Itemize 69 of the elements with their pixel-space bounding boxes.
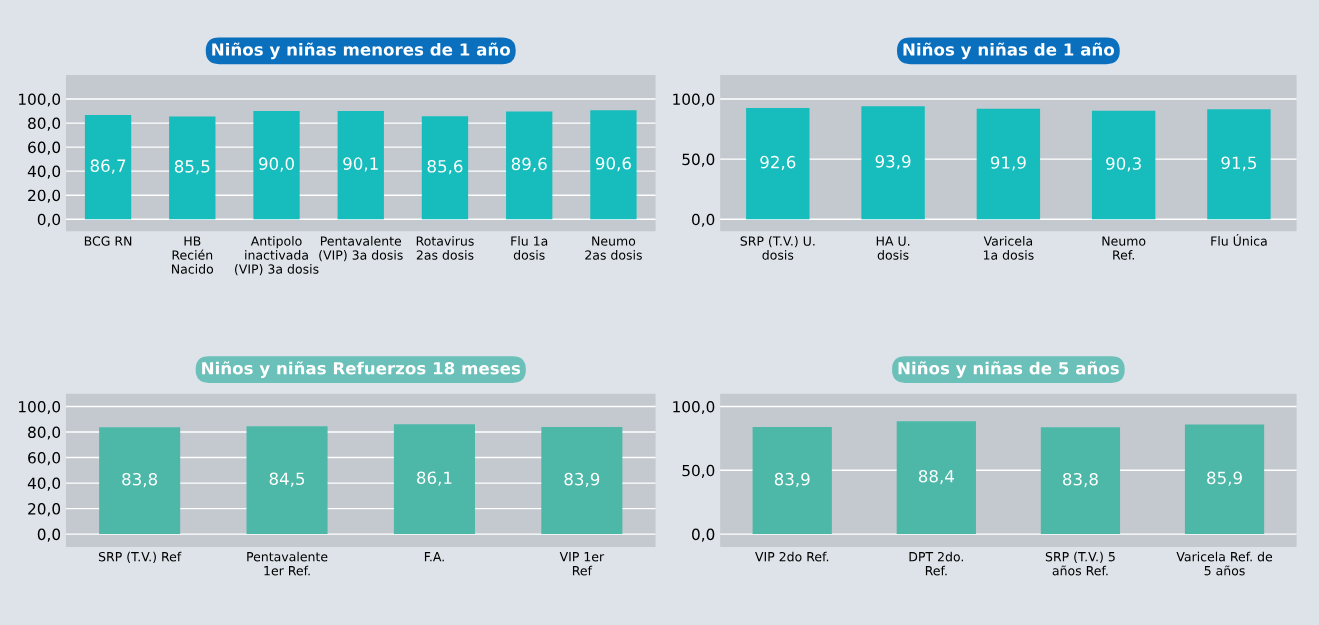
y-tick-label: 60,0 — [28, 141, 61, 155]
y-tick-label: 40,0 — [27, 165, 61, 179]
y-tick-label: 0,0 — [37, 213, 61, 227]
data-label: 85,9 — [1207, 471, 1242, 486]
data-label: 85,6 — [427, 160, 463, 175]
x-tick-label: VIP 1er Ref — [559, 552, 605, 576]
y-tick-label: 0,0 — [37, 528, 61, 542]
y-tick-label: 0,0 — [692, 528, 715, 542]
chart-title: Niños y niñas Refuerzos 18 meses — [202, 361, 521, 378]
data-label: 88,4 — [918, 469, 954, 485]
y-tick-label: 50,0 — [682, 464, 715, 478]
y-tick-label: 80,0 — [28, 426, 61, 440]
y-tick-label: 100,0 — [19, 93, 61, 107]
bar — [421, 116, 469, 220]
data-label: 91,9 — [990, 156, 1026, 171]
x-tick-label: F.A. — [424, 552, 444, 562]
data-label: 92,6 — [760, 155, 796, 171]
x-tick-label: Flu 1a dosis — [511, 236, 548, 260]
data-label: 90,3 — [1106, 157, 1141, 172]
x-tick-label: HA U. dosis — [876, 236, 910, 260]
x-tick-label: Pentavalente 1er Ref. — [247, 551, 328, 576]
data-label: 85,5 — [174, 160, 210, 175]
y-tick-label: 50,0 — [682, 153, 715, 167]
data-label: 90,0 — [259, 157, 294, 172]
y-tick-label: 100,0 — [673, 400, 715, 415]
y-tick-label: 40,0 — [27, 477, 61, 491]
y-tick-label: 20,0 — [28, 189, 61, 203]
x-tick-label: Neumo Ref. — [1102, 236, 1146, 260]
x-tick-label: SRP (T.V.) Ref — [98, 551, 182, 563]
x-tick-label: SRP (T.V.) U. dosis — [740, 236, 815, 260]
chart-title: Niños y niñas menores de 1 año — [212, 42, 511, 60]
x-tick-label: SRP (T.V.) 5 años Ref. — [1045, 551, 1115, 576]
y-tick-label: 100,0 — [673, 93, 715, 107]
chart-title: Niños y niñas de 1 año — [903, 42, 1115, 60]
x-tick-label: Antipolo inactivada (VIP) 3a dosis — [235, 236, 319, 276]
x-tick-label: BCG RN — [84, 236, 132, 246]
bar — [337, 110, 384, 220]
data-label: 86,1 — [417, 471, 452, 486]
data-label: 83,8 — [1063, 472, 1098, 488]
x-tick-label: VIP 2do Ref. — [755, 551, 829, 562]
data-label: 90,6 — [595, 157, 631, 172]
y-tick-label: 0,0 — [692, 213, 715, 227]
y-tick-label: 20,0 — [28, 503, 61, 517]
y-tick-label: 80,0 — [28, 117, 61, 131]
data-label: 83,9 — [564, 472, 600, 488]
bar — [253, 111, 300, 220]
data-label: 86,7 — [90, 159, 126, 174]
y-tick-label: 100,0 — [19, 400, 61, 415]
data-label: 90,1 — [343, 157, 378, 172]
x-tick-label: HB Recién Nacido — [172, 236, 214, 274]
data-label: 83,8 — [122, 472, 158, 488]
chart-title: Niños y niñas de 5 años — [898, 361, 1119, 378]
x-tick-label: DPT 2do. Ref. — [909, 551, 964, 576]
y-tick-label: 60,0 — [28, 452, 61, 466]
x-tick-label: Pentavalente (VIP) 3a dosis — [319, 236, 403, 262]
x-tick-label: Flu Única — [1211, 234, 1267, 246]
data-label: 91,5 — [1221, 156, 1257, 171]
x-tick-label: Neumo 2as dosis — [585, 236, 642, 260]
data-label: 93,9 — [875, 155, 911, 170]
bar — [506, 111, 553, 220]
data-label: 89,6 — [511, 157, 547, 172]
x-tick-label: Rotavirus 2as dosis — [416, 236, 474, 260]
bar — [169, 116, 216, 220]
data-label: 84,5 — [269, 472, 305, 487]
data-label: 83,9 — [774, 472, 810, 488]
bar — [84, 115, 132, 220]
bar — [590, 110, 637, 220]
x-tick-label: Varicela 1a dosis — [983, 236, 1034, 260]
x-tick-label: Varicela Ref. de 5 años — [1176, 551, 1273, 576]
